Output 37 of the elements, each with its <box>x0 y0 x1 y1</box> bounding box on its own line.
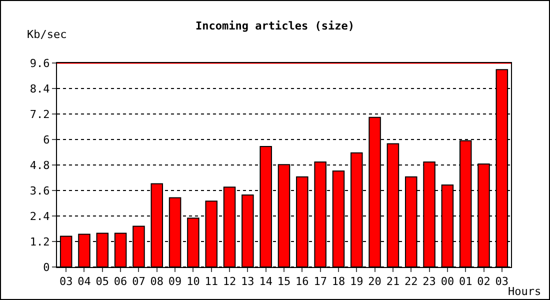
y-axis-title: Kb/sec <box>27 28 67 41</box>
x-tick-label: 00 <box>440 275 454 288</box>
y-tick-label: 2.4 <box>30 210 50 223</box>
x-tick-label: 03 <box>495 275 509 288</box>
x-tick-label: 15 <box>277 275 291 288</box>
y-tick-label: 9.6 <box>30 56 50 70</box>
y-tick-label: 3.6 <box>30 184 50 198</box>
x-tick-label: 01 <box>458 275 472 288</box>
y-tick-label: 0 <box>43 260 50 274</box>
x-tick-label: 21 <box>386 275 400 288</box>
chart-title: Incoming articles (size) <box>196 20 354 33</box>
x-tick-label: 11 <box>204 275 218 288</box>
x-tick-label: 14 <box>259 275 273 288</box>
x-tick-label: 07 <box>132 275 146 288</box>
x-tick-label: 19 <box>350 275 364 288</box>
x-tick-label: 02 <box>477 275 490 288</box>
x-tick-label: 03 <box>59 275 73 288</box>
x-tick-label: 18 <box>332 275 346 288</box>
x-tick-label: 10 <box>186 275 200 288</box>
x-tick-label: 22 <box>404 275 418 288</box>
y-tick-label: 1.2 <box>30 235 50 248</box>
x-axis-title: Hours <box>508 285 542 298</box>
y-tick-label: 4.8 <box>30 158 50 172</box>
y-tick-label: 8.4 <box>30 82 50 96</box>
x-tick-label: 08 <box>150 275 164 288</box>
y-tick-label: 6 <box>43 133 50 146</box>
x-tick-label: 06 <box>114 275 128 288</box>
x-tick-label: 17 <box>314 275 327 288</box>
y-tick-label: 7.2 <box>30 108 50 121</box>
x-tick-label: 16 <box>296 275 309 288</box>
x-tick-label: 13 <box>241 275 254 288</box>
x-tick-label: 05 <box>96 275 110 288</box>
x-tick-label: 20 <box>368 275 382 288</box>
x-tick-label: 12 <box>222 275 236 288</box>
x-tick-label: 09 <box>168 275 182 288</box>
x-tick-label: 23 <box>422 275 436 288</box>
x-tick-label: 04 <box>78 275 92 288</box>
